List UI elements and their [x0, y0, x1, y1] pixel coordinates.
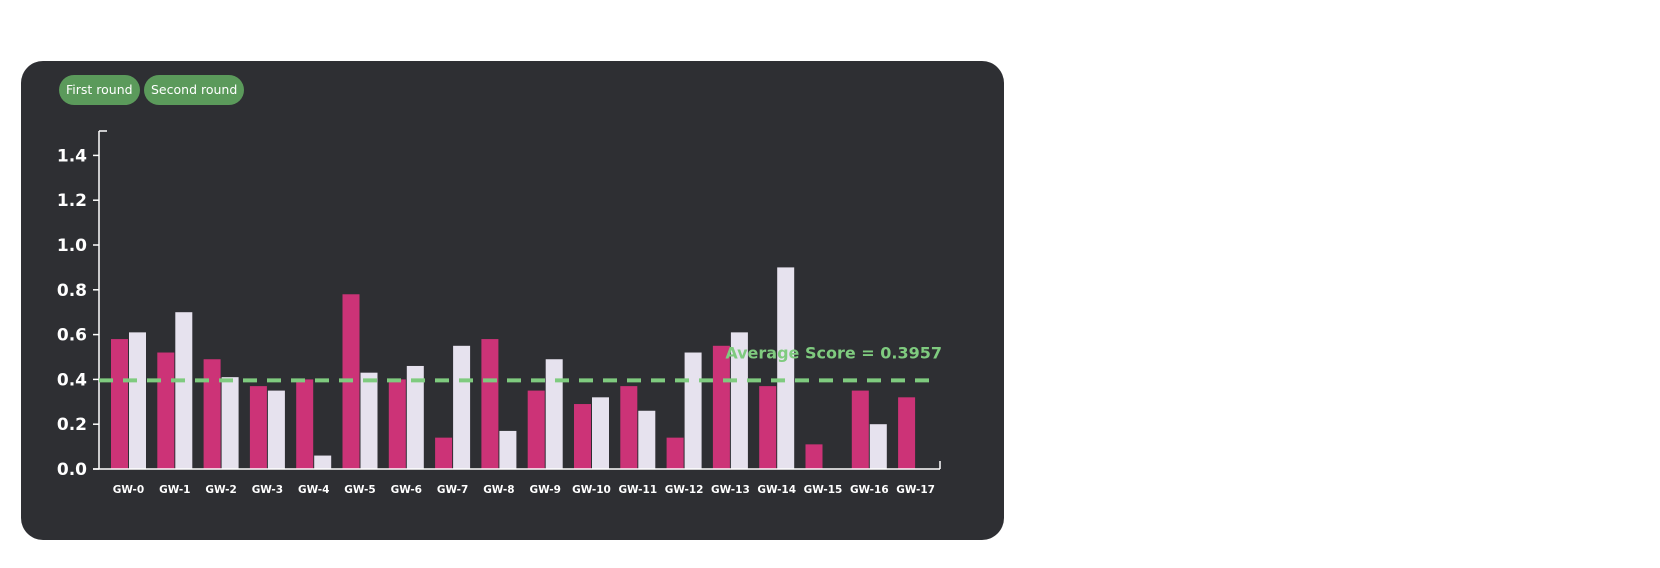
first-round-legend-button[interactable]: First round: [59, 75, 140, 105]
average-group: Average Score = 0.3957: [99, 343, 942, 383]
bar-second-gw-12[interactable]: [684, 352, 702, 469]
axes-group: GW-0 GW-1 GW-2 GW-3 GW-4 GW-5 GW-6 GW-7 GW-8 GW-9…: [57, 130, 941, 496]
bar-first-gw-6[interactable]: [388, 379, 406, 469]
bar-second-gw-7[interactable]: [453, 345, 471, 469]
x-tick-label: GW-0: [113, 484, 144, 496]
bar-second-gw-9[interactable]: [545, 359, 563, 469]
bar-second-gw-16[interactable]: [869, 424, 887, 469]
bar-first-gw-8[interactable]: [481, 339, 499, 469]
y-tick-label: 0.8: [57, 281, 87, 301]
y-tick-label: 1.2: [57, 191, 87, 211]
x-tick-label: GW-14: [757, 484, 796, 496]
bar-first-gw-1[interactable]: [157, 352, 175, 469]
y-tick-label: 0.4: [57, 370, 87, 390]
bar-second-gw-14[interactable]: [777, 267, 795, 469]
bar-first-gw-9[interactable]: [527, 390, 545, 469]
bar-first-gw-0[interactable]: [111, 339, 128, 469]
bar-second-gw-11[interactable]: [638, 410, 656, 469]
bar-first-gw-11[interactable]: [620, 386, 638, 469]
x-tick-label: GW-2: [205, 484, 236, 496]
x-tick-label: GW-3: [252, 484, 283, 496]
bar-second-gw-1[interactable]: [175, 312, 193, 469]
y-tick-label: 0.0: [57, 460, 87, 480]
bar-first-gw-10[interactable]: [574, 404, 591, 469]
x-tick-label: GW-12: [665, 484, 704, 496]
chart-card: First round Second round GW-0 GW-1 GW-2 GW-…: [21, 61, 1004, 540]
bar-first-gw-16[interactable]: [851, 390, 869, 469]
x-tick-label: GW-13: [711, 484, 750, 496]
y-tick-label: 1.4: [57, 146, 87, 166]
bar-second-gw-10[interactable]: [592, 397, 609, 469]
y-tick-label: 0.6: [57, 326, 87, 346]
bar-second-gw-6[interactable]: [406, 365, 424, 469]
x-tick-label: GW-4: [298, 484, 329, 496]
bar-second-gw-0[interactable]: [129, 332, 146, 469]
second-round-legend-button[interactable]: Second round: [144, 75, 245, 105]
bar-first-gw-7[interactable]: [435, 437, 453, 469]
bar-second-gw-3[interactable]: [267, 390, 285, 469]
bar-second-gw-4[interactable]: [314, 455, 332, 469]
bar-second-gw-13[interactable]: [730, 332, 748, 469]
bar-first-gw-13[interactable]: [712, 345, 730, 469]
bar-first-gw-2[interactable]: [203, 359, 221, 469]
x-tick-label: GW-16: [850, 484, 889, 496]
bar-first-gw-3[interactable]: [249, 386, 267, 469]
x-tick-label: GW-8: [483, 484, 514, 496]
x-tick-label: GW-5: [344, 484, 375, 496]
x-tick-label: GW-9: [529, 484, 560, 496]
bar-first-gw-14[interactable]: [759, 386, 777, 469]
y-tick-label: 1.0: [57, 236, 87, 256]
bar-first-gw-4[interactable]: [296, 379, 314, 469]
bar-first-gw-12[interactable]: [666, 437, 684, 469]
bar-second-gw-2[interactable]: [221, 377, 239, 469]
bar-second-gw-5[interactable]: [360, 372, 378, 469]
x-tick-label: GW-11: [618, 484, 657, 496]
bars-group: [111, 267, 916, 469]
bar-second-gw-8[interactable]: [499, 430, 517, 469]
x-tick-label: GW-10: [572, 484, 611, 496]
x-tick-label: GW-7: [437, 484, 468, 496]
x-tick-label: GW-1: [159, 484, 190, 496]
average-label: Average Score = 0.3957: [725, 343, 942, 362]
bar-chart: GW-0 GW-1 GW-2 GW-3 GW-4 GW-5 GW-6 GW-7 GW-8 GW-9…: [57, 130, 942, 496]
x-tick-label: GW-17: [896, 484, 935, 496]
y-tick-label: 0.2: [57, 415, 87, 435]
x-tick-label: GW-6: [391, 484, 422, 496]
x-tick-label: GW-15: [804, 484, 843, 496]
bar-first-gw-15[interactable]: [805, 444, 823, 469]
bar-first-gw-17[interactable]: [898, 397, 916, 469]
